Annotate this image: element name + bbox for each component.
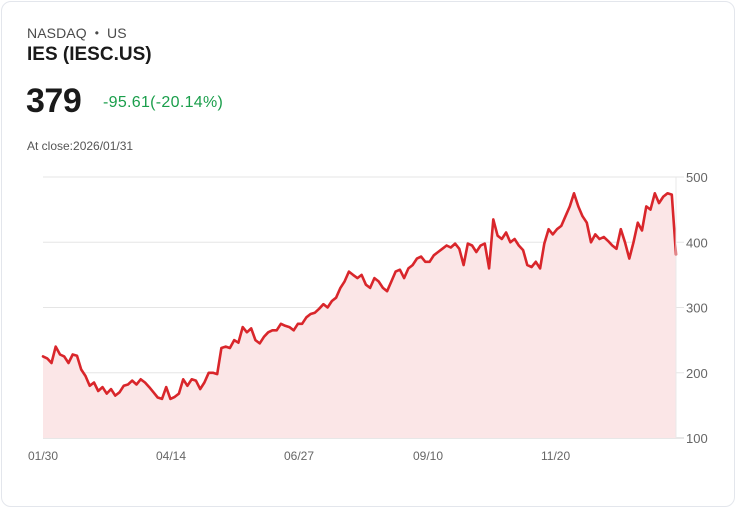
y-tick-label: 500: [686, 170, 708, 185]
exchange-name: NASDAQ: [27, 25, 87, 41]
close-date: At close:2026/01/31: [27, 139, 134, 153]
price-area: [43, 193, 676, 438]
x-axis-ticks: 01/30 04/14 06/27 09/10 11/20: [28, 449, 570, 463]
stock-name: IES (IESC.US): [27, 44, 152, 65]
x-tick-label: 11/20: [541, 449, 570, 463]
x-tick-label: 06/27: [284, 449, 314, 463]
x-tick-label: 09/10: [413, 449, 443, 463]
separator-dot: •: [94, 26, 100, 40]
x-tick-label: 04/14: [156, 449, 186, 463]
y-tick-label: 200: [686, 366, 708, 381]
x-tick-label: 01/30: [28, 449, 58, 463]
price-line: [41, 192, 678, 401]
y-tick-label: 400: [686, 235, 708, 250]
stock-price: 379: [26, 82, 82, 120]
y-tick-label: 300: [686, 301, 708, 316]
country-name: US: [107, 25, 127, 41]
price-change: -95.61(-20.14%): [103, 94, 224, 111]
y-axis-ticks: 500 400 300 200 100: [686, 170, 708, 446]
exchange-label: NASDAQ • US: [27, 25, 127, 41]
y-tick-label: 100: [686, 431, 708, 446]
